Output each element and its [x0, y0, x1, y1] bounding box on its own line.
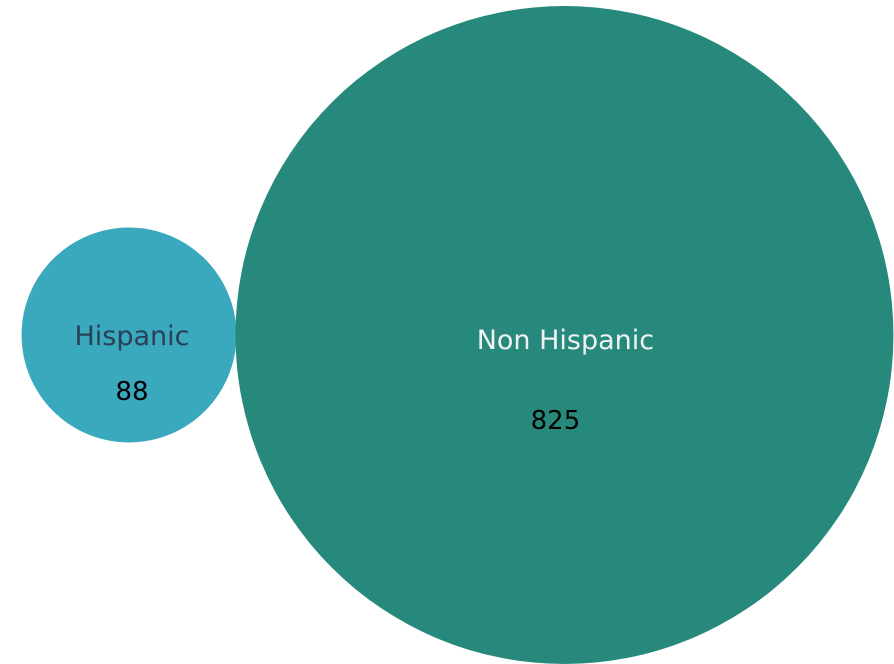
bubble-non-hispanic[interactable] [235, 6, 894, 664]
bubble-label-non-hispanic: Non Hispanic [477, 325, 654, 356]
bubble-hispanic[interactable] [21, 227, 237, 443]
bubble-label-hispanic: Hispanic [74, 321, 189, 352]
labels-layer: Hispanic 88 Non Hispanic 825 [74, 321, 654, 436]
bubble-value-hispanic: 88 [115, 377, 148, 407]
bubbles-layer [21, 6, 894, 664]
bubble-value-non-hispanic: 825 [531, 406, 581, 436]
